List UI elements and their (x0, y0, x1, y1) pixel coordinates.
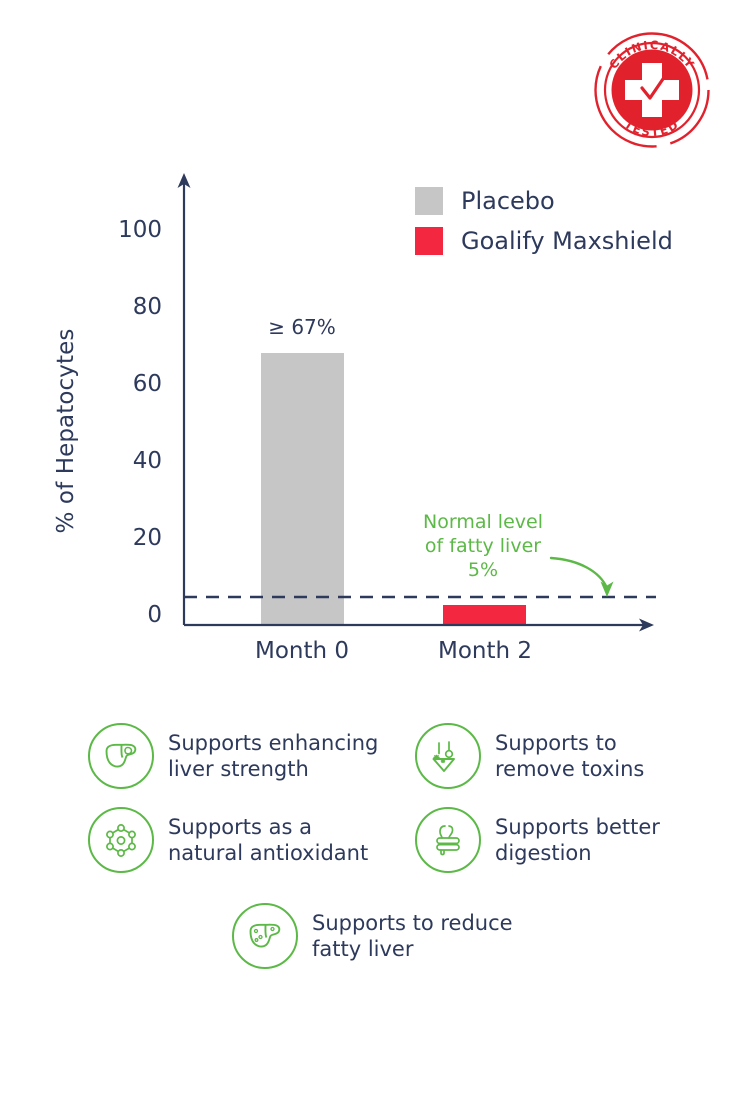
x-category-label-month-0: Month 0 (254, 638, 350, 664)
y-tick-label-0: 0 (147, 602, 162, 628)
legend-swatch-goalify-maxshield (415, 227, 443, 255)
y-axis-title: % of Hepatocytes (53, 328, 79, 534)
benefit-label-antioxidant: Supports as a natural antioxidant (168, 815, 369, 865)
y-tick-label-80: 80 (132, 294, 162, 320)
legend-label-placebo: Placebo (461, 187, 555, 215)
benefit-label-liver-strength: Supports enhancing liver strength (168, 731, 379, 781)
y-tick-label-20: 20 (132, 525, 162, 551)
y-tick-label-60: 60 (132, 371, 162, 397)
bar-value-label-placebo: ≥ 67% (268, 315, 336, 339)
benefit-item-digestion: Supports better digestion (415, 807, 715, 873)
liver-icon-glyph (105, 743, 137, 768)
y-axis-arrowhead (177, 173, 191, 188)
benefit-item-remove-toxins: Supports to remove toxins (415, 723, 715, 789)
legend-label-goalify-maxshield: Goalify Maxshield (461, 227, 673, 255)
legend-item-goalify-maxshield: Goalify Maxshield (415, 226, 673, 256)
bar-goalify-month2 (443, 605, 526, 625)
fatty-liver-icon (232, 903, 298, 969)
chart-legend: Placebo Goalify Maxshield (415, 186, 673, 266)
badge-bottom-text: TESTED (622, 117, 680, 140)
annotation-arrow-curve (549, 556, 609, 590)
clinically-tested-badge: CLINICALLY TESTED (592, 30, 712, 150)
annotation-arrowhead (600, 581, 614, 597)
chart-graphics (177, 173, 656, 632)
legend-item-placebo: Placebo (415, 186, 673, 216)
benefit-label-remove-toxins: Supports to remove toxins (495, 731, 645, 781)
fatty-liver-icon-glyph (249, 923, 281, 948)
molecule-antioxidant-icon-glyph (106, 824, 136, 857)
intestine-digestion-icon (415, 807, 481, 873)
benefit-label-digestion: Supports better digestion (495, 815, 660, 865)
legend-swatch-placebo (415, 187, 443, 215)
detox-arrow-icon-glyph (432, 741, 455, 772)
y-tick-label-100: 100 (118, 217, 162, 243)
x-category-label-month-2: Month 2 (437, 638, 533, 664)
clinically-tested-badge-icon: CLINICALLY TESTED (594, 32, 710, 148)
benefit-label-fatty-liver: Supports to reduce fatty liver (312, 911, 513, 961)
bar-placebo-month0 (261, 353, 344, 625)
hepatocytes-bar-chart: % of Hepatocytes 100 80 60 40 20 0 ≥ 67%… (0, 160, 750, 680)
detox-arrow-icon (415, 723, 481, 789)
normal-level-annotation: Normal level of fatty liver 5% (423, 511, 543, 581)
intestine-digestion-icon-glyph (436, 825, 460, 856)
benefit-item-liver-strength: Supports enhancing liver strength (88, 723, 388, 789)
svg-text:TESTED: TESTED (622, 117, 682, 140)
x-axis-arrowhead (639, 618, 654, 632)
benefit-item-antioxidant: Supports as a natural antioxidant (88, 807, 388, 873)
benefit-item-fatty-liver: Supports to reduce fatty liver (232, 903, 562, 969)
liver-icon (88, 723, 154, 789)
y-tick-label-40: 40 (132, 448, 162, 474)
molecule-antioxidant-icon (88, 807, 154, 873)
